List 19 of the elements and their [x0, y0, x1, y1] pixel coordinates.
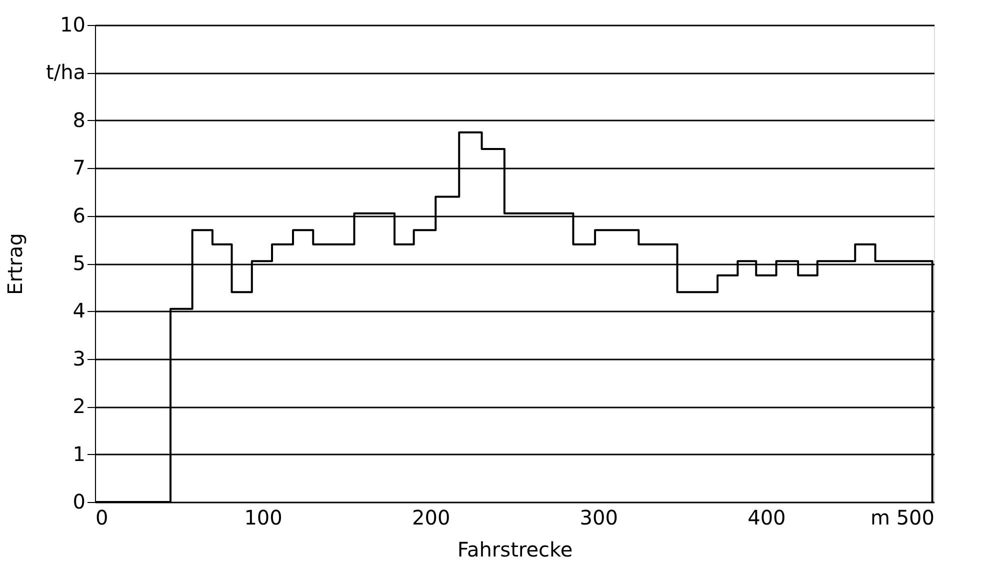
- y-tick-label: 1: [72, 442, 86, 466]
- x-tick-label: m 500: [870, 506, 934, 530]
- x-tick-label: 200: [412, 506, 450, 530]
- x-tick-label: 0: [96, 506, 108, 530]
- y-tick-label: t/ha: [46, 60, 86, 84]
- x-tick-label: 100: [244, 506, 282, 530]
- y-tick-label: 8: [72, 108, 86, 132]
- y-tick-label: 7: [72, 156, 86, 180]
- y-tick-label: 0: [72, 490, 86, 514]
- y-tick-label: 4: [72, 298, 86, 323]
- x-tick-label: 300: [580, 506, 618, 530]
- y-tick-label: 3: [72, 346, 86, 370]
- y-tick-label: 2: [72, 394, 86, 418]
- y-tick-label: 6: [72, 203, 86, 228]
- y-tick-label: 5: [72, 251, 86, 275]
- x-tick-label: 400: [748, 506, 786, 530]
- x-axis-title: Fahrstrecke: [457, 538, 573, 562]
- y-axis-title: Ertrag: [2, 233, 27, 295]
- y-tick-label: 10: [60, 12, 86, 36]
